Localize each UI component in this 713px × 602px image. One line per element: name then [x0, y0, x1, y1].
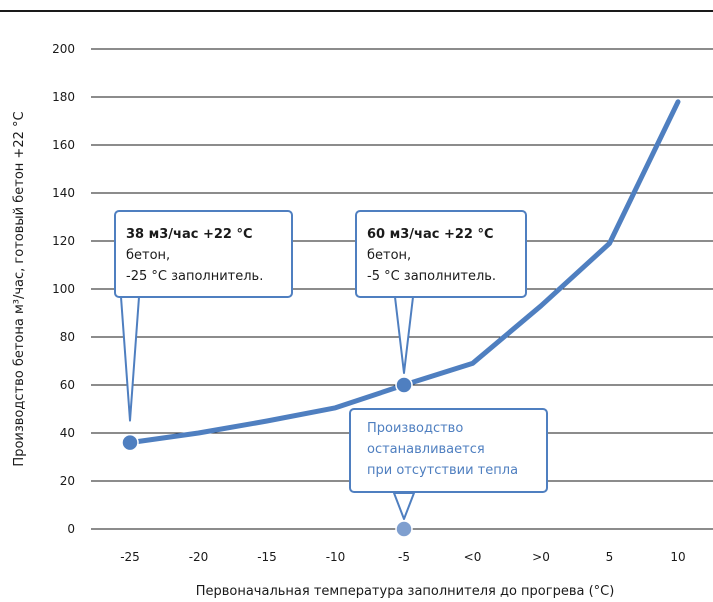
callout-line: -25 °C заполнитель.: [126, 266, 291, 287]
callout-line: останавливается: [367, 439, 546, 460]
y-tick-label: 40: [60, 426, 75, 440]
y-tick-label: 120: [52, 234, 75, 248]
x-tick-label: 5: [606, 550, 614, 564]
callout-pointer: [395, 297, 413, 373]
callout-line: Производство: [367, 418, 546, 439]
data-point: [396, 377, 412, 393]
callout-line: бетон,: [126, 245, 291, 266]
callout-pointer: [121, 297, 139, 421]
callout-line: бетон,: [367, 245, 525, 266]
x-tick-label: >0: [532, 550, 550, 564]
y-tick-label: 140: [52, 186, 75, 200]
callout-pointer: [394, 493, 414, 519]
callout-minus25: 38 м3/час +22 °C бетон, -25 °C заполните…: [114, 210, 293, 298]
callout-minus5: 60 м3/час +22 °C бетон, -5 °C заполнител…: [355, 210, 527, 298]
x-tick-label: -10: [326, 550, 346, 564]
y-tick-label: 200: [52, 42, 75, 56]
x-tick-label: 10: [670, 550, 685, 564]
callout-no-heat: Производство останавливается при отсутст…: [349, 408, 548, 493]
callout-line: -5 °C заполнитель.: [367, 266, 525, 287]
x-tick-label: -15: [257, 550, 277, 564]
y-tick-label: 160: [52, 138, 75, 152]
y-tick-label: 100: [52, 282, 75, 296]
y-axis-label: Производство бетона м³/час, готовый бето…: [12, 111, 27, 466]
x-tick-label: -20: [189, 550, 209, 564]
callout-heading: 60 м3/час +22 °C: [367, 224, 525, 245]
x-axis-label: Первоначальная температура заполнителя д…: [196, 584, 615, 599]
x-tick-label: -25: [120, 550, 140, 564]
callout-line: при отсутствии тепла: [367, 460, 546, 481]
y-tick-label: 20: [60, 474, 75, 488]
y-tick-label: 60: [60, 378, 75, 392]
x-tick-label: <0: [464, 550, 482, 564]
y-tick-label: 0: [67, 522, 75, 536]
x-tick-labels: -25 -20 -15 -10 -5 <0 >0 5 10: [120, 550, 685, 564]
data-point: [396, 521, 412, 537]
data-point: [122, 435, 138, 451]
callout-heading: 38 м3/час +22 °C: [126, 224, 291, 245]
y-tick-label: 80: [60, 330, 75, 344]
y-tick-labels: 0 20 40 60 80 100 120 140 160 180 200: [52, 42, 75, 536]
x-tick-label: -5: [398, 550, 410, 564]
y-tick-label: 180: [52, 90, 75, 104]
